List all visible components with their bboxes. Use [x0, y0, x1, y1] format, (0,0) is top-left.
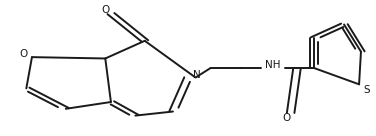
Text: O: O	[101, 4, 109, 15]
Text: NH: NH	[265, 60, 281, 70]
Text: O: O	[283, 113, 291, 123]
Text: N: N	[193, 70, 200, 80]
Text: O: O	[20, 49, 28, 59]
Text: S: S	[363, 85, 370, 95]
